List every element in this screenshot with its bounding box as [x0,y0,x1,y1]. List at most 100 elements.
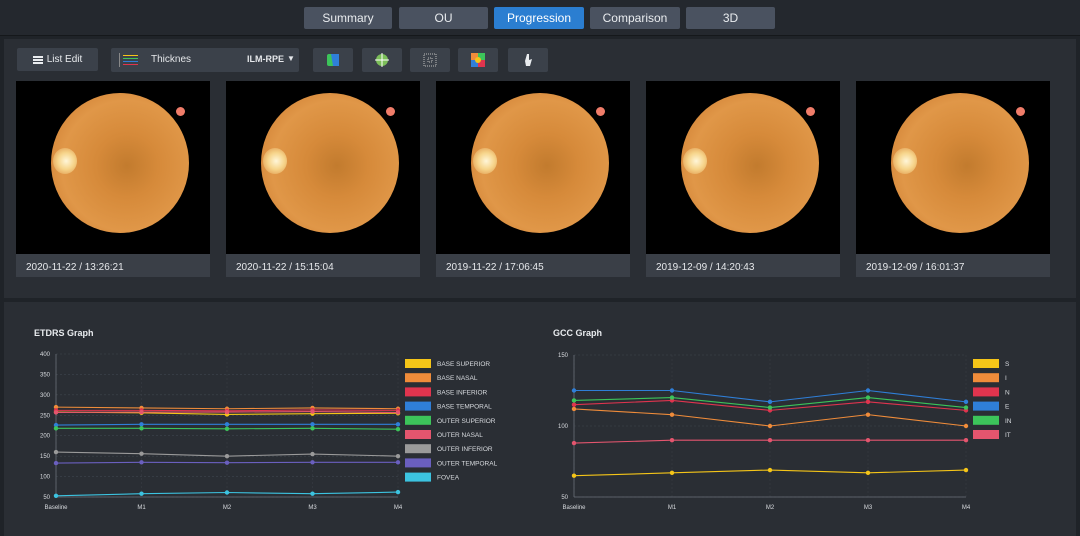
data-point[interactable] [963,405,969,410]
fundus-image[interactable] [436,81,630,254]
data-point[interactable] [767,467,773,473]
legend-swatch[interactable] [405,458,431,468]
data-point[interactable] [669,470,675,476]
fundus-image[interactable] [856,81,1050,254]
data-point[interactable] [395,489,401,495]
legend-label: E [1005,404,1010,411]
data-point[interactable] [395,460,401,465]
data-point[interactable] [139,409,144,415]
fundus-image[interactable] [226,81,420,254]
hand-icon [525,54,532,66]
data-point[interactable] [53,410,59,415]
data-point[interactable] [669,438,675,443]
data-point[interactable] [224,422,230,427]
fundus-image[interactable] [646,81,840,254]
list-edit-button[interactable]: List Edit [17,48,98,71]
data-point[interactable] [767,438,773,443]
image-timestamp: 2019-11-22 / 17:06:45 [446,262,544,273]
data-point[interactable] [53,422,59,428]
data-point[interactable] [310,451,315,457]
data-point[interactable] [963,423,969,429]
thickness-layer-select[interactable]: Thicknes ILM-RPE ▼ [111,48,299,72]
legend-swatch[interactable] [405,373,431,383]
data-point[interactable] [669,388,675,393]
data-point[interactable] [865,395,871,400]
color-map-button[interactable] [458,48,498,72]
data-point[interactable] [395,410,401,415]
data-point[interactable] [767,423,773,429]
legend-swatch[interactable] [973,415,999,425]
data-point[interactable] [571,473,577,478]
data-point[interactable] [669,412,675,417]
map-view-button[interactable] [313,48,353,72]
data-point[interactable] [53,460,59,466]
data-point[interactable] [395,422,401,427]
data-point[interactable] [53,493,59,498]
tab-progression[interactable]: Progression [494,7,584,29]
data-point[interactable] [310,422,315,427]
dot-grid-button[interactable] [410,48,450,72]
data-point[interactable] [865,438,871,443]
data-point[interactable] [963,399,969,405]
data-point[interactable] [865,470,871,476]
fundus-image[interactable] [16,81,210,254]
data-point[interactable] [139,451,144,456]
legend-swatch[interactable] [405,444,431,454]
legend-swatch[interactable] [405,401,431,411]
data-point[interactable] [669,395,675,400]
data-point[interactable] [310,426,315,431]
data-point[interactable] [139,491,144,496]
data-point[interactable] [53,449,59,455]
data-point[interactable] [310,460,315,465]
data-point[interactable] [767,399,773,405]
data-point[interactable] [571,406,577,412]
data-point[interactable] [310,491,315,496]
data-point[interactable] [963,467,969,473]
grid-target-button[interactable] [362,48,402,72]
legend-swatch[interactable] [405,430,431,439]
data-point[interactable] [963,438,969,443]
data-point[interactable] [865,399,871,405]
legend-swatch[interactable] [973,430,999,439]
data-point[interactable] [53,426,59,431]
data-point[interactable] [139,460,144,465]
x-tick-label: M2 [766,505,775,511]
data-point[interactable] [139,426,144,431]
legend-swatch[interactable] [973,401,999,411]
tab-comparison[interactable]: Comparison [590,7,680,29]
data-point[interactable] [224,490,230,495]
fundus-card-4[interactable]: 2019-12-09 / 14:20:43 [646,81,840,277]
fundus-card-3[interactable]: 2019-11-22 / 17:06:45 [436,81,630,277]
legend-swatch[interactable] [405,387,431,397]
hand-tool-button[interactable] [508,48,548,72]
y-tick-label: 50 [43,495,50,501]
data-point[interactable] [310,409,315,414]
data-point[interactable] [224,409,230,415]
fundus-card-1[interactable]: 2020-11-22 / 13:26:21 [16,81,210,277]
data-point[interactable] [571,388,577,393]
data-point[interactable] [224,453,230,459]
legend-swatch[interactable] [973,387,999,397]
data-point[interactable] [224,460,230,465]
data-point[interactable] [571,440,577,446]
legend-swatch[interactable] [405,472,431,482]
data-point[interactable] [224,426,230,431]
tab-ou[interactable]: OU [399,7,488,29]
data-point[interactable] [571,398,577,403]
legend-swatch[interactable] [405,415,431,425]
data-point[interactable] [571,402,577,407]
tab-summary[interactable]: Summary [304,7,392,29]
data-point[interactable] [767,405,773,410]
legend-swatch[interactable] [973,359,999,368]
data-point[interactable] [53,404,59,410]
tab-3d[interactable]: 3D [686,7,775,29]
data-point[interactable] [865,412,871,417]
legend-swatch[interactable] [405,359,431,368]
data-point[interactable] [139,422,144,427]
legend-swatch[interactable] [973,373,999,383]
fundus-card-2[interactable]: 2020-11-22 / 15:15:04 [226,81,420,277]
data-point[interactable] [865,388,871,393]
fundus-card-5[interactable]: 2019-12-09 / 16:01:37 [856,81,1050,277]
data-point[interactable] [395,426,401,432]
data-point[interactable] [395,453,401,459]
